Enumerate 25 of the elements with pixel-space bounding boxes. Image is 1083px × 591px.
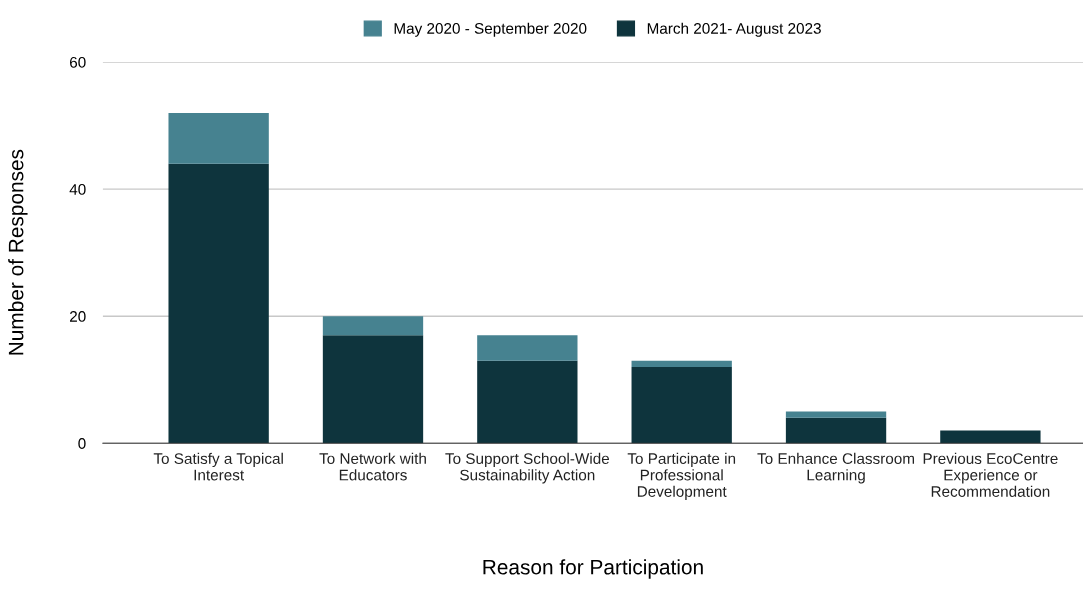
y-tick-label: 40 bbox=[69, 183, 86, 195]
y-tick-label: 60 bbox=[70, 56, 86, 68]
bar bbox=[631, 360, 732, 368]
x-tick-label: To Satisfy a Topical Interest bbox=[153, 452, 283, 481]
x-tick-label: To Participate in Professional Development bbox=[627, 452, 736, 500]
bar bbox=[168, 112, 269, 164]
bar bbox=[477, 335, 578, 361]
bar bbox=[322, 335, 424, 444]
x-tick-label: To Support School-Wide Sustainability Action bbox=[445, 452, 610, 484]
bar bbox=[477, 360, 578, 444]
legend-label: March 2021- August 2023 bbox=[647, 22, 821, 37]
x-tick-label: To Network with Educators bbox=[319, 452, 426, 481]
bar bbox=[631, 367, 732, 444]
x-axis-title: Reason for Participation bbox=[483, 559, 703, 579]
bar bbox=[168, 163, 269, 444]
y-axis-title: Number of Responses bbox=[8, 149, 28, 355]
bar bbox=[785, 417, 887, 444]
bar bbox=[940, 430, 1041, 444]
y-tick-label: 0 bbox=[78, 438, 86, 449]
x-tick-label: To Enhance Classroom Learning bbox=[757, 452, 915, 484]
legend-label: May 2020 - September 2020 bbox=[394, 22, 587, 37]
bar bbox=[322, 316, 424, 336]
y-tick-label: 20 bbox=[70, 311, 86, 322]
x-tick-label: Previous EcoCentre Experience or Recommendation bbox=[923, 452, 1058, 497]
bar bbox=[785, 411, 887, 418]
